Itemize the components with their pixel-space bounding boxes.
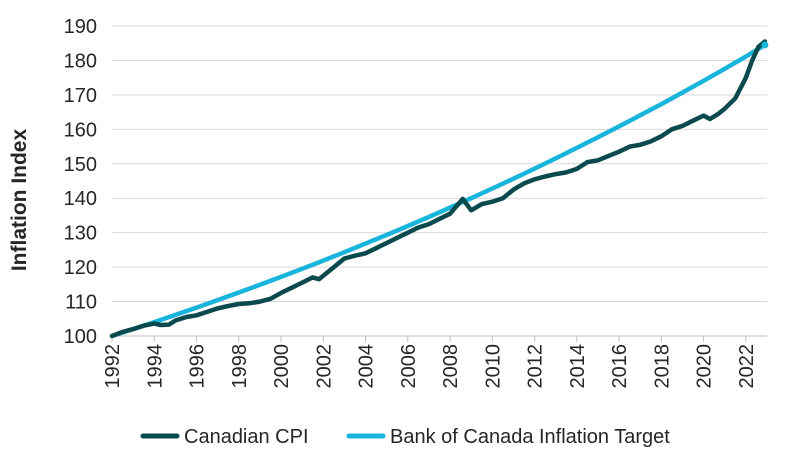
series-end-point: [761, 41, 769, 49]
y-tick-label: 140: [64, 188, 97, 210]
x-tick-label: 2010: [482, 344, 504, 389]
x-tick-label: 2014: [567, 344, 589, 389]
y-tick-label: 110: [65, 292, 97, 314]
legend-label: Canadian CPI: [184, 426, 309, 448]
series-line-1: [109, 42, 768, 339]
gridlines: [112, 25, 767, 303]
x-tick-label: 1992: [102, 344, 124, 389]
x-tick-label: 1998: [229, 344, 251, 389]
y-tick-label: 120: [64, 257, 97, 279]
x-tick-label: 2008: [440, 344, 462, 389]
y-tick-label: 190: [64, 16, 97, 38]
legend-label: Bank of Canada Inflation Target: [390, 426, 670, 448]
x-tick-label: 2016: [609, 344, 631, 389]
x-tick-label: 2004: [356, 344, 378, 389]
y-axis-title: Inflation Index: [8, 129, 31, 272]
x-tick-label: 2020: [694, 344, 716, 389]
y-tick-label: 160: [64, 119, 97, 141]
series-line-0: [109, 39, 768, 339]
legend: Canadian CPI Bank of Canada Inflation Tar…: [140, 426, 670, 448]
series-lines: [109, 39, 769, 339]
y-tick-label: 150: [64, 154, 97, 176]
y-tick-label: 100: [64, 326, 97, 348]
y-tick-label: 170: [64, 85, 97, 107]
x-tick-label: 2002: [313, 344, 335, 389]
x-tick-label: 1996: [187, 344, 209, 389]
x-tick-label: 2018: [651, 344, 673, 389]
x-tick-label: 2022: [736, 344, 758, 389]
y-tick-label: 130: [64, 223, 97, 245]
x-tick-label: 1994: [144, 344, 166, 389]
x-tick-label: 2006: [398, 344, 420, 389]
x-tick-label: 2012: [525, 344, 547, 389]
y-tick-label: 180: [64, 50, 97, 72]
x-tick-label: 2000: [271, 344, 293, 389]
y-tick-labels: 100 110 120 130 140 150 160 170 180 190: [64, 16, 97, 348]
x-tick-labels: 1992 1994 1996 1998 2000 2002 2004 2006 2008 2010…: [102, 336, 758, 389]
